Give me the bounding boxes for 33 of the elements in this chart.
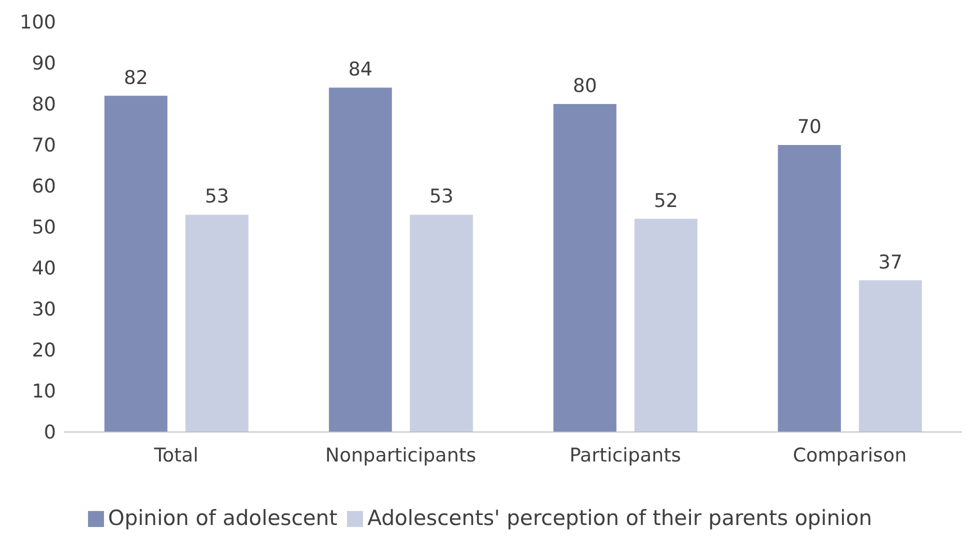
y-tick-label: 80 <box>32 94 56 116</box>
data-label: 82 <box>124 66 148 89</box>
data-label: 53 <box>204 186 230 208</box>
legend-label: Opinion of adolescent <box>108 506 338 530</box>
data-label: 84 <box>348 58 373 81</box>
data-label: 70 <box>797 116 822 138</box>
y-tick-label: 60 <box>32 176 56 198</box>
x-tick-label: Nonparticipants <box>325 444 476 466</box>
x-tick-label: Comparison <box>792 444 907 466</box>
bar <box>553 104 616 432</box>
x-tick-label: Participants <box>569 444 682 466</box>
bar <box>328 88 392 432</box>
x-tick-label: Total <box>153 444 198 466</box>
y-tick-label: 20 <box>32 340 56 362</box>
bar <box>104 96 168 432</box>
y-tick-label: 40 <box>32 258 56 280</box>
bar <box>185 214 248 432</box>
data-label: 80 <box>572 75 598 97</box>
data-label: 52 <box>654 190 678 212</box>
y-tick-label: 90 <box>32 52 56 75</box>
y-tick-label: 0 <box>44 422 56 444</box>
bar <box>778 145 841 432</box>
y-tick-label: 100 <box>20 12 56 34</box>
y-tick-label: 10 <box>32 380 56 403</box>
y-tick-label: 70 <box>32 134 56 157</box>
y-tick-label: 30 <box>32 298 56 321</box>
legend-label: Adolescents' perception of their parents opinion <box>367 506 872 530</box>
data-label: 37 <box>878 251 903 274</box>
y-tick-label: 50 <box>32 216 56 239</box>
bar <box>634 218 698 432</box>
data-label: 53 <box>429 186 454 208</box>
bar <box>858 280 922 432</box>
bar <box>410 214 473 432</box>
